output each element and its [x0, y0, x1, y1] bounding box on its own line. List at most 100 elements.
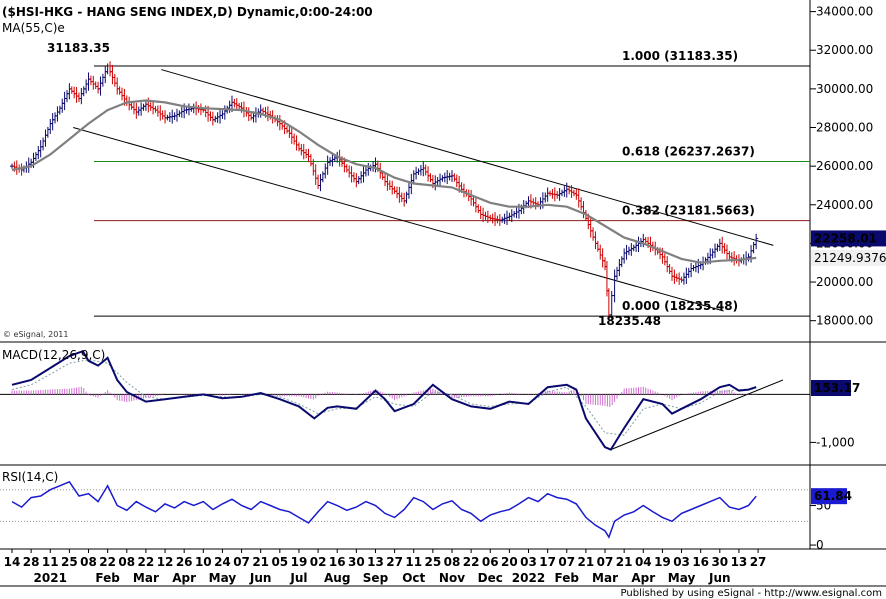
x-month-label: Apr: [172, 571, 196, 585]
x-day-label: 08: [118, 555, 135, 569]
x-day-label: 24: [214, 555, 231, 569]
price-tick-label: 30000.00: [816, 82, 873, 96]
price-tick-label: 24000.00: [816, 198, 873, 212]
x-month-label: Aug: [324, 571, 350, 585]
x-day-label: 08: [80, 555, 97, 569]
x-month-label: May: [209, 571, 237, 585]
x-month-label: Oct: [402, 571, 425, 585]
x-day-label: 20: [501, 555, 518, 569]
low-label: 18235.48: [598, 314, 661, 328]
x-day-label: 30: [711, 555, 728, 569]
macd-value: 153.17: [814, 381, 860, 395]
price-tick-label: 34000.00: [816, 5, 873, 19]
footer-text: Published by using eSignal - http://www.…: [621, 588, 883, 599]
chart-title: ($HSI-HKG - HANG SENG INDEX,D) Dynamic,0…: [2, 5, 373, 19]
price-tick-label: 26000.00: [816, 159, 873, 173]
macd-value-badge: [811, 380, 851, 396]
x-day-label: 13: [367, 555, 384, 569]
x-day-label: 25: [61, 555, 78, 569]
x-day-label: 27: [386, 555, 403, 569]
fib-label: 0.000 (18235.48): [622, 299, 738, 313]
x-day-label: 03: [520, 555, 537, 569]
copyright: © eSignal, 2011: [3, 330, 68, 339]
x-month-label: Jun: [708, 571, 731, 585]
price-tick-label: 18000.00: [816, 314, 873, 328]
price-tick-label: 28000.00: [816, 121, 873, 135]
x-month-label: Jun: [249, 571, 272, 585]
x-day-label: 22: [138, 555, 155, 569]
channel-lower-line: [73, 127, 724, 312]
x-day-label: 13: [731, 555, 748, 569]
fib-label: 1.000 (31183.35): [622, 49, 738, 63]
x-month-label: Dec: [478, 571, 503, 585]
last-price-badge: [811, 230, 886, 247]
series: [10, 61, 759, 539]
x-month-label: Mar: [133, 571, 159, 585]
macd-trendline: [610, 379, 784, 451]
rsi-value: 61.84: [814, 489, 852, 503]
x-day-label: 22: [463, 555, 480, 569]
x-day-label: 04: [635, 555, 652, 569]
x-day-label: 11: [405, 555, 422, 569]
fib-label: 0.382 (23181.5663): [622, 204, 755, 218]
ma-value: 21249.9376: [814, 251, 886, 265]
last-price-value: 22258.01: [814, 231, 877, 245]
x-day-label: 19: [654, 555, 671, 569]
x-month-label: Jul: [289, 571, 307, 585]
x-day-label: 02: [310, 555, 327, 569]
x-day-label: 16: [329, 555, 346, 569]
x-day-label: 27: [750, 555, 767, 569]
x-month-label: Sep: [363, 571, 389, 585]
price-tick-label: 32000.00: [816, 43, 873, 57]
x-month-label: Nov: [439, 571, 465, 585]
x-day-label: 21: [252, 555, 269, 569]
x-day-label: 30: [348, 555, 365, 569]
x-day-label: 16: [692, 555, 709, 569]
x-day-label: 14: [4, 555, 21, 569]
macd-label: MACD(12,26,9,C): [2, 348, 105, 362]
x-month-label: 2022: [512, 571, 545, 585]
x-month-label: 2021: [34, 571, 67, 585]
ma-55-line: [11, 99, 757, 264]
x-day-label: 12: [157, 555, 174, 569]
x-day-label: 06: [482, 555, 499, 569]
macd-line: [11, 349, 757, 451]
x-day-label: 03: [673, 555, 690, 569]
grid: [0, 0, 886, 587]
x-day-label: 07: [233, 555, 250, 569]
x-month-label: Feb: [555, 571, 580, 585]
x-day-label: 05: [271, 555, 288, 569]
x-day-label: 17: [539, 555, 556, 569]
rsi-value-badge: [811, 488, 847, 505]
x-month-label: Apr: [631, 571, 655, 585]
x-day-label: 25: [425, 555, 442, 569]
x-day-label: 11: [42, 555, 59, 569]
rsi-tick-label: 0: [816, 538, 824, 552]
x-day-label: 19: [291, 555, 308, 569]
x-month-label: Mar: [592, 571, 618, 585]
x-day-label: 26: [176, 555, 193, 569]
price-tick-label: 20000.00: [816, 275, 873, 289]
ma-value-badge: [811, 249, 886, 266]
x-day-label: 10: [195, 555, 212, 569]
rsi-line: [11, 480, 757, 539]
macd-tick-label: -1,000: [816, 435, 855, 449]
x-day-label: 22: [99, 555, 116, 569]
labels: 34000.00 32000.00 30000.00 28000.00 26000.00…: [2, 5, 886, 599]
x-month-label: Feb: [95, 571, 120, 585]
x-month-label: May: [668, 571, 696, 585]
x-day-label: 21: [616, 555, 633, 569]
x-day-label: 07: [597, 555, 614, 569]
x-day-label: 07: [558, 555, 575, 569]
fib-label: 0.618 (26237.2637): [622, 145, 755, 159]
x-day-label: 08: [444, 555, 461, 569]
reference-lines: [0, 65, 810, 522]
rsi-label: RSI(14,C): [2, 470, 58, 484]
channel-upper-line: [161, 69, 774, 246]
high-label: 31183.35: [47, 41, 110, 55]
ma-label: MA(55,C)e: [2, 21, 65, 35]
x-day-label: 21: [578, 555, 595, 569]
x-day-label: 28: [23, 555, 40, 569]
